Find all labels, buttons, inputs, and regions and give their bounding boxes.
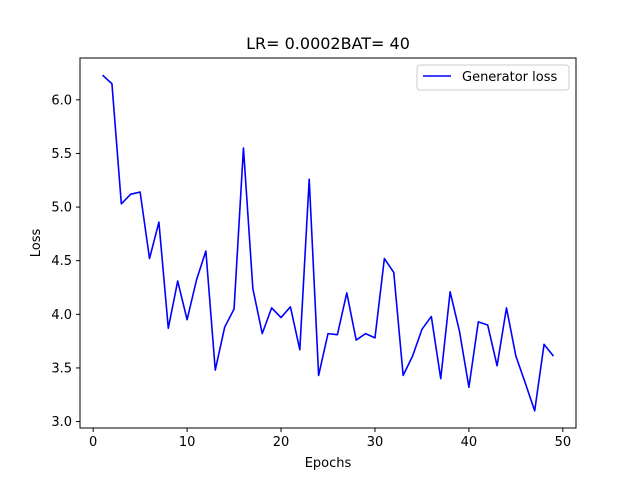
y-tick-label: 5.5 xyxy=(51,147,72,162)
y-axis-label: Loss xyxy=(29,229,44,258)
legend-box xyxy=(416,64,570,91)
legend-label: Generator loss xyxy=(462,70,557,85)
plot-area xyxy=(102,74,555,412)
y-tick-label: 4.0 xyxy=(51,308,72,323)
y-tick-label: 3.5 xyxy=(51,361,72,376)
x-tick-label: 0 xyxy=(89,435,97,450)
y-tick-label: 3.0 xyxy=(51,415,72,430)
axis-ticks: 0 10 20 30 40 50 3.0 3.5 4.0 4.5 5.0 5.5 6.0 xyxy=(51,93,571,450)
x-tick-label: 10 xyxy=(179,435,196,450)
y-tick-label: 4.5 xyxy=(51,254,72,269)
x-tick-label: 50 xyxy=(555,435,572,450)
plot-frame xyxy=(79,57,577,429)
y-tick-label: 6.0 xyxy=(51,93,72,108)
series-line-generator-loss xyxy=(102,74,555,412)
x-tick-label: 40 xyxy=(461,435,478,450)
x-tick-label: 30 xyxy=(367,435,384,450)
x-axis-label: Epochs xyxy=(305,456,352,471)
x-tick-label: 20 xyxy=(273,435,290,450)
legend: Generator loss xyxy=(416,64,570,91)
y-tick-label: 5.0 xyxy=(51,201,72,216)
chart-title: LR= 0.0002BAT= 40 xyxy=(246,34,410,53)
